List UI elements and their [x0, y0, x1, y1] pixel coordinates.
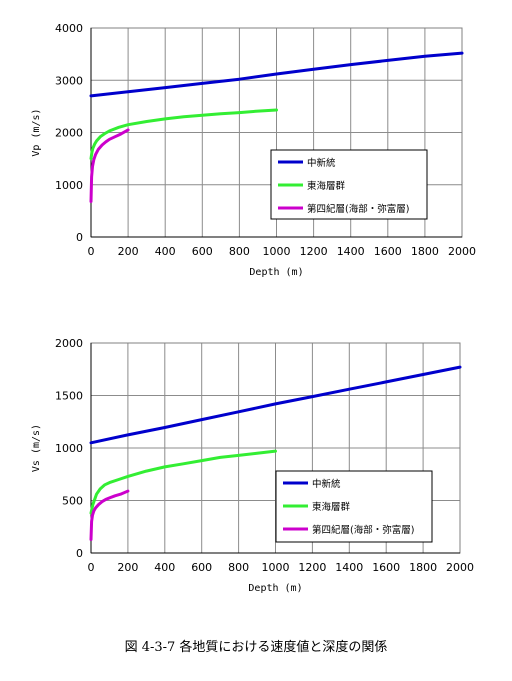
legend-label: 東海層群: [312, 501, 351, 513]
y-tick-label: 1000: [55, 179, 83, 192]
series-line-3: [89, 128, 130, 203]
y-tick-label: 0: [76, 547, 83, 560]
series-line-1: [89, 51, 464, 98]
legend-label: 第四紀層(海部・弥富層): [312, 524, 414, 536]
x-tick-label: 1400: [335, 561, 363, 574]
y-tick-label: 500: [62, 495, 83, 508]
x-tick-label: 600: [192, 245, 213, 258]
y-tick-label: 1000: [55, 442, 83, 455]
x-tick-label: 1600: [374, 245, 402, 258]
y-tick-label: 2000: [55, 127, 83, 140]
x-tick-label: 800: [229, 245, 250, 258]
legend-label: 中新統: [307, 157, 336, 169]
x-tick-label: 0: [88, 561, 95, 574]
x-tick-label: 200: [117, 561, 138, 574]
chart-1: 0 200 400 600 800 1000 1200 1400 1600 1800 2000 0 10…: [31, 22, 476, 278]
y-tick-label: 2000: [55, 337, 83, 350]
x-tick-label: 2000: [448, 245, 476, 258]
x-axis-title: Depth (m): [248, 583, 302, 594]
y-axis-title: Vs (m/s): [31, 424, 42, 472]
x-tick-label: 800: [228, 561, 249, 574]
chart-2: 0 200 400 600 800 1000 1200 1400 1600 1800 2000 0 50…: [31, 337, 474, 594]
x-tick-label: 1800: [409, 561, 437, 574]
legend-label: 第四紀層(海部・弥富層): [307, 203, 409, 215]
x-tick-label: 200: [118, 245, 139, 258]
legend-label: 中新統: [312, 478, 341, 490]
series-line-1: [89, 365, 462, 445]
x-tick-label: 1800: [411, 245, 439, 258]
x-tick-label: 1400: [337, 245, 365, 258]
series-line-3: [89, 489, 130, 541]
x-tick-label: 400: [154, 561, 175, 574]
x-tick-label: 1600: [372, 561, 400, 574]
x-tick-label: 400: [155, 245, 176, 258]
legend-label: 東海層群: [307, 180, 346, 192]
figure-caption: 図 4-3-7 各地質における速度値と深度の関係: [124, 640, 388, 655]
x-tick-label: 1000: [263, 245, 291, 258]
y-tick-label: 3000: [55, 74, 83, 87]
x-tick-label: 1200: [300, 245, 328, 258]
series-line-2: [89, 108, 278, 161]
x-tick-label: 0: [88, 245, 95, 258]
x-tick-label: 2000: [446, 561, 474, 574]
x-tick-label: 1000: [262, 561, 290, 574]
y-axis-title: Vp (m/s): [31, 108, 42, 156]
series-line-2: [89, 449, 277, 515]
x-tick-label: 1200: [298, 561, 326, 574]
x-axis-title: Depth (m): [249, 267, 303, 278]
x-tick-label: 600: [191, 561, 212, 574]
y-tick-label: 4000: [55, 22, 83, 35]
y-tick-label: 0: [76, 231, 83, 244]
y-tick-label: 1500: [55, 390, 83, 403]
